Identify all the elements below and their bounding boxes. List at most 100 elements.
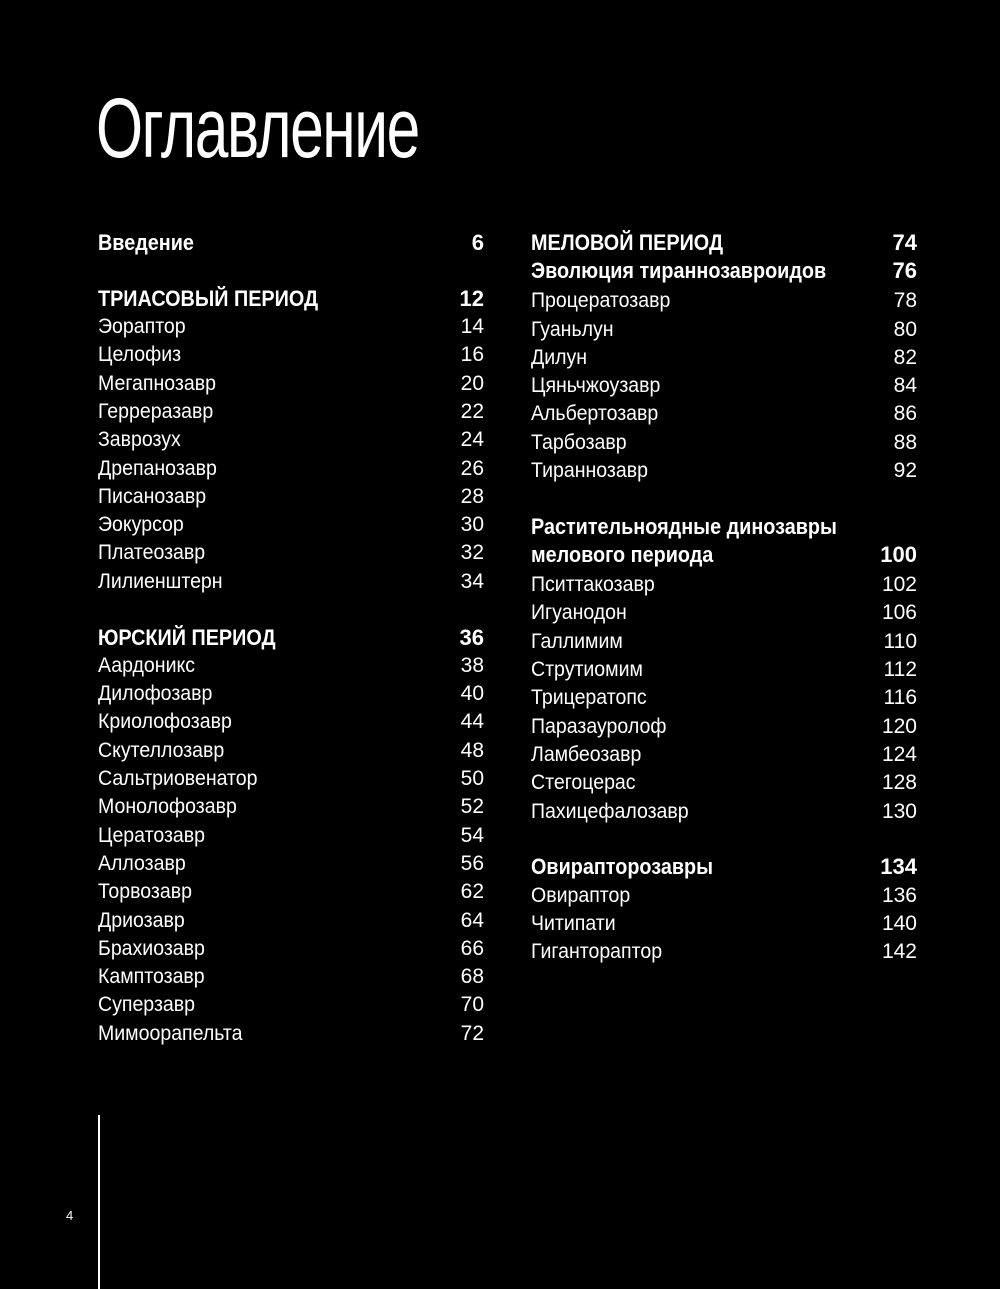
toc-entry-page: 34 (460, 569, 484, 593)
toc-entry[interactable]: Пситтакозавр 102 (531, 571, 917, 599)
toc-entry[interactable]: Ламбеозавр 124 (531, 741, 917, 769)
toc-entry-page: 80 (893, 317, 917, 341)
toc-entry[interactable]: Цератозавр 54 (98, 822, 484, 850)
toc-section-heading[interactable]: Эволюция тираннозавроидов 76 (531, 257, 917, 287)
toc-entry[interactable]: Альбертозавр 86 (531, 400, 917, 428)
toc-entry[interactable]: Игуанодон 106 (531, 599, 917, 627)
toc-entry[interactable]: Аардоникс 38 (98, 652, 484, 680)
toc-entry[interactable]: Дилофозавр 40 (98, 680, 484, 708)
toc-entry[interactable]: Скутеллозавр 48 (98, 737, 484, 765)
toc-entry[interactable]: Сальтриовенатор 50 (98, 765, 484, 793)
toc-entry-title: Гуаньлун (531, 317, 614, 341)
toc-entry-page: 106 (881, 601, 917, 625)
toc-entry[interactable]: Писанозавр 28 (98, 483, 484, 511)
toc-entry-title: Тарбозавр (531, 430, 627, 454)
toc-entry[interactable]: Паразауролоф 120 (531, 713, 917, 741)
toc-entry-page: 6 (471, 230, 484, 255)
toc-entry-title: Сальтриовенатор (98, 767, 258, 791)
toc-entry-title: Ламбеозавр (531, 742, 642, 766)
toc-entry[interactable]: Тираннозавр 92 (531, 457, 917, 485)
toc-entry-page: 28 (460, 484, 484, 508)
toc-entry[interactable]: Целофиз 16 (98, 341, 484, 369)
toc-entry[interactable]: Торвозавр 62 (98, 878, 484, 906)
toc-column-left: Введение 6 ТРИАСОВЫЙ ПЕРИОД 12 Эораптор 14 Цел… (98, 229, 484, 1048)
toc-section-heading[interactable]: ТРИАСОВЫЙ ПЕРИОД 12 (98, 285, 484, 313)
toc-entry-page: 130 (881, 799, 917, 823)
toc-entry-title: Растительноядные динозавры (531, 513, 837, 539)
page-title: Оглавление (96, 81, 420, 175)
toc-entry[interactable]: Тарбозавр 88 (531, 429, 917, 457)
toc-entry[interactable]: Пахицефалозавр 130 (531, 798, 917, 826)
toc-entry[interactable]: Овираптор 136 (531, 882, 917, 910)
toc-entry[interactable]: Заврозух 24 (98, 426, 484, 454)
toc-entry-title: Трицератопс (531, 686, 647, 710)
toc-entry[interactable]: Камптозавр 68 (98, 963, 484, 991)
toc-entry-title: Камптозавр (98, 965, 205, 989)
toc-entry[interactable]: Стегоцерас 128 (531, 769, 917, 797)
toc-entry[interactable]: Платеозавр 32 (98, 539, 484, 567)
toc-entry-title: Платеозавр (98, 541, 206, 565)
toc-entry-page: 14 (460, 315, 484, 339)
toc-entry-page: 82 (893, 345, 917, 369)
toc-section-heading[interactable]: Введение 6 (98, 229, 484, 257)
toc-entry[interactable]: Гуаньлун 80 (531, 316, 917, 344)
toc-section-heading[interactable]: ЮРСКИЙ ПЕРИОД 36 (98, 624, 484, 652)
toc-entry-page: 116 (883, 686, 917, 710)
toc-entry-title: Цератозавр (98, 823, 206, 847)
toc-entry-page: 64 (460, 908, 484, 932)
toc-entry-title: Эволюция тираннозавроидов (531, 258, 827, 284)
toc-entry-title: Заврозух (98, 428, 181, 452)
toc-entry[interactable]: Дрепанозавр 26 (98, 455, 484, 483)
toc-section-heading[interactable]: мелового периода 100 (531, 541, 917, 571)
toc-entry-title: Овирапторозавры (531, 854, 714, 880)
toc-entry-page: 52 (460, 795, 484, 819)
toc-section-heading[interactable]: Овирапторозавры 134 (531, 853, 917, 881)
toc-entry[interactable]: Эораптор 14 (98, 313, 484, 341)
margin-rule (98, 1115, 100, 1289)
toc-column-right: МЕЛОВОЙ ПЕРИОД 74 Эволюция тираннозавроидо… (531, 229, 917, 967)
toc-entry[interactable]: Эокурсор 30 (98, 511, 484, 539)
toc-entry-title: Стегоцерас (531, 771, 636, 795)
toc-entry-page: 36 (459, 624, 484, 650)
toc-entry[interactable]: Струтиомим 112 (531, 656, 917, 684)
toc-entry-title: Дилун (531, 345, 588, 369)
toc-entry-page: 112 (883, 658, 917, 682)
toc-entry-page: 76 (892, 258, 917, 284)
toc-entry[interactable]: Цяньчжоузавр 84 (531, 372, 917, 400)
toc-entry-title: Целофиз (98, 343, 182, 367)
toc-entry-page: 140 (881, 911, 917, 935)
toc-entry-title: Читипати (531, 911, 616, 935)
toc-entry[interactable]: Дриозавр 64 (98, 907, 484, 935)
toc-spacer (98, 596, 484, 624)
toc-entry[interactable]: Монолофозавр 52 (98, 793, 484, 821)
toc-section-heading[interactable]: Растительноядные динозавры (531, 513, 917, 541)
toc-entry-page: 68 (460, 965, 484, 989)
toc-entry[interactable]: Брахиозавр 66 (98, 935, 484, 963)
toc-entry[interactable]: Галлимим 110 (531, 628, 917, 656)
toc-entry[interactable]: Суперзавр 70 (98, 991, 484, 1019)
toc-entry-title: МЕЛОВОЙ ПЕРИОД (531, 230, 724, 255)
toc-entry-title: Аардоникс (98, 653, 196, 677)
toc-entry-page: 86 (893, 402, 917, 426)
toc-entry[interactable]: Лилиенштерн 34 (98, 568, 484, 596)
toc-section-heading[interactable]: МЕЛОВОЙ ПЕРИОД 74 (531, 229, 917, 257)
toc-entry-page: 16 (460, 343, 484, 367)
toc-entry-page: 20 (460, 371, 484, 395)
toc-entry-title: Дриозавр (98, 908, 185, 932)
toc-entry-page: 56 (460, 851, 484, 875)
toc-entry-title: Эокурсор (98, 513, 184, 537)
toc-entry-title: Овираптор (531, 883, 631, 907)
toc-entry[interactable]: Трицератопс 116 (531, 684, 917, 712)
toc-spacer (98, 257, 484, 285)
toc-entry-page: 54 (460, 823, 484, 847)
toc-entry[interactable]: Мегапнозавр 20 (98, 370, 484, 398)
toc-entry[interactable]: Процератозавр 78 (531, 287, 917, 315)
toc-entry[interactable]: Читипати 140 (531, 910, 917, 938)
toc-entry-title: Дилофозавр (98, 682, 213, 706)
toc-entry[interactable]: Мимоорапельта 72 (98, 1020, 484, 1048)
toc-entry[interactable]: Криолофозавр 44 (98, 708, 484, 736)
toc-entry[interactable]: Гигантораптор 142 (531, 938, 917, 966)
toc-entry[interactable]: Аллозавр 56 (98, 850, 484, 878)
toc-entry[interactable]: Дилун 82 (531, 344, 917, 372)
toc-entry[interactable]: Герреразавр 22 (98, 398, 484, 426)
